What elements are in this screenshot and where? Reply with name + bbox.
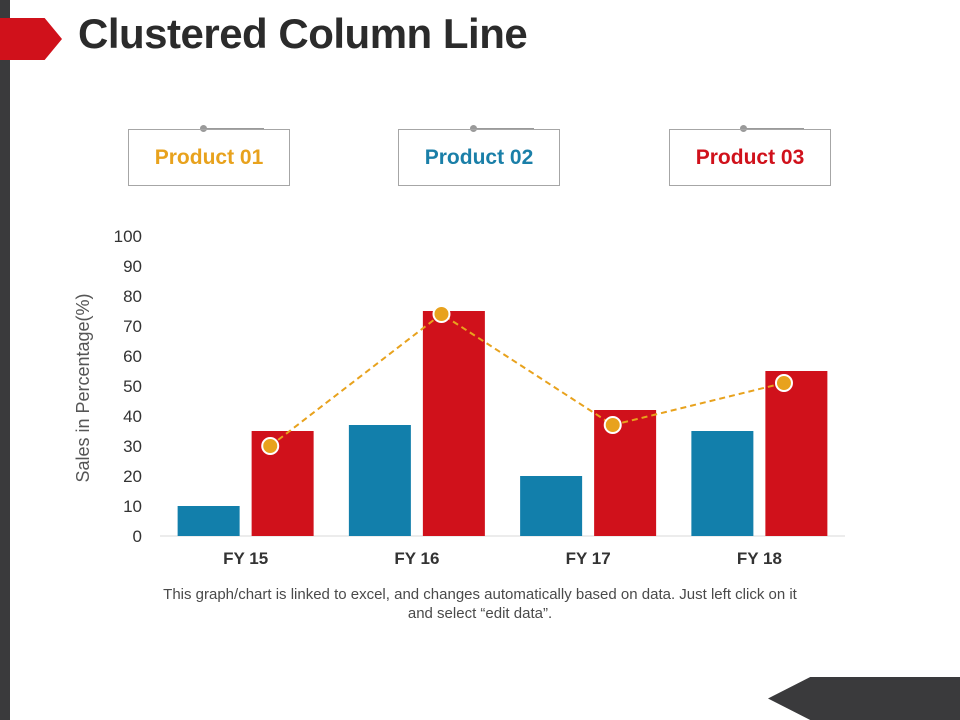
line-series-product-01 xyxy=(269,312,785,447)
bar-product-03-fy-15 xyxy=(251,431,314,536)
line-point-fy-16 xyxy=(432,305,451,323)
bar-product-02-fy-16 xyxy=(348,425,411,536)
x-tick-label: FY 18 xyxy=(737,549,782,568)
y-tick-label: 80 xyxy=(123,287,142,306)
y-tick-label: 20 xyxy=(123,467,142,486)
legend-product-02: Product 02 xyxy=(398,129,560,186)
line-point-fy-15 xyxy=(261,437,280,455)
x-tick-label: FY 15 xyxy=(223,549,268,568)
line-point-fy-17 xyxy=(603,416,622,434)
left-accent-bar xyxy=(0,0,10,720)
legend-product-03: Product 03 xyxy=(669,129,831,186)
legend-label: Product 02 xyxy=(424,145,534,169)
y-tick-label: 100 xyxy=(114,227,142,246)
y-tick-label: 70 xyxy=(123,317,142,336)
y-tick-label: 40 xyxy=(123,407,142,426)
bar-product-03-fy-17 xyxy=(594,410,657,536)
legend-product-01: Product 01 xyxy=(128,129,290,186)
y-tick-label: 90 xyxy=(123,257,142,276)
y-axis-title: Sales in Percentage(%) xyxy=(73,293,93,482)
legend-label: Product 03 xyxy=(695,145,805,169)
x-tick-label: FY 17 xyxy=(566,549,611,568)
chart-note: This graph/chart is linked to excel, and… xyxy=(163,586,797,622)
bar-product-02-fy-18 xyxy=(691,431,754,536)
x-tick-label: FY 16 xyxy=(394,549,439,568)
y-tick-label: 60 xyxy=(123,347,142,366)
page-title: Clustered Column Line xyxy=(78,10,528,57)
y-tick-label: 30 xyxy=(123,437,142,456)
bar-product-03-fy-16 xyxy=(422,311,485,536)
bar-product-02-fy-15 xyxy=(177,506,240,536)
line-point-fy-18 xyxy=(774,374,793,392)
bar-product-03-fy-18 xyxy=(765,371,828,536)
corner-decoration xyxy=(768,677,960,720)
y-tick-label: 10 xyxy=(123,497,142,516)
bar-product-02-fy-17 xyxy=(520,476,583,536)
legend-label: Product 01 xyxy=(154,145,264,169)
y-tick-label: 50 xyxy=(123,377,142,396)
y-tick-label: 0 xyxy=(133,527,142,546)
